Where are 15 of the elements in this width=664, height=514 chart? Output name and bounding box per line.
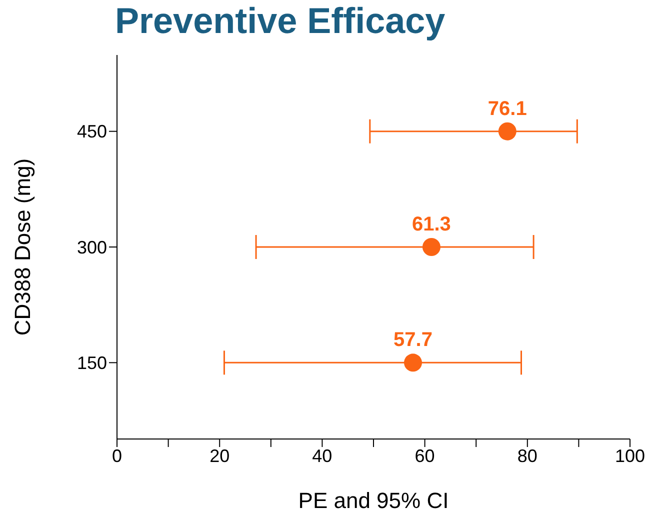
x-tick-label: 40: [312, 446, 332, 466]
data-label: 57.7: [394, 329, 432, 352]
y-tick-label: 150: [76, 353, 107, 374]
x-tick-label: 0: [112, 446, 122, 466]
x-axis-title: PE and 95% CI: [298, 488, 449, 513]
data-label: 61.3: [412, 213, 451, 236]
x-tick-label: 80: [517, 446, 538, 466]
y-tick-label: 300: [76, 237, 107, 258]
x-tick-label: 20: [210, 446, 230, 466]
chart-title: Preventive Efficacy: [115, 0, 446, 42]
x-tick-label: 60: [414, 446, 435, 466]
y-tick-label: 450: [76, 122, 107, 142]
data-label: 76.1: [488, 98, 527, 120]
x-tick-label: 100: [614, 446, 646, 466]
y-axis-title: CD388 Dose (mg): [10, 158, 35, 336]
